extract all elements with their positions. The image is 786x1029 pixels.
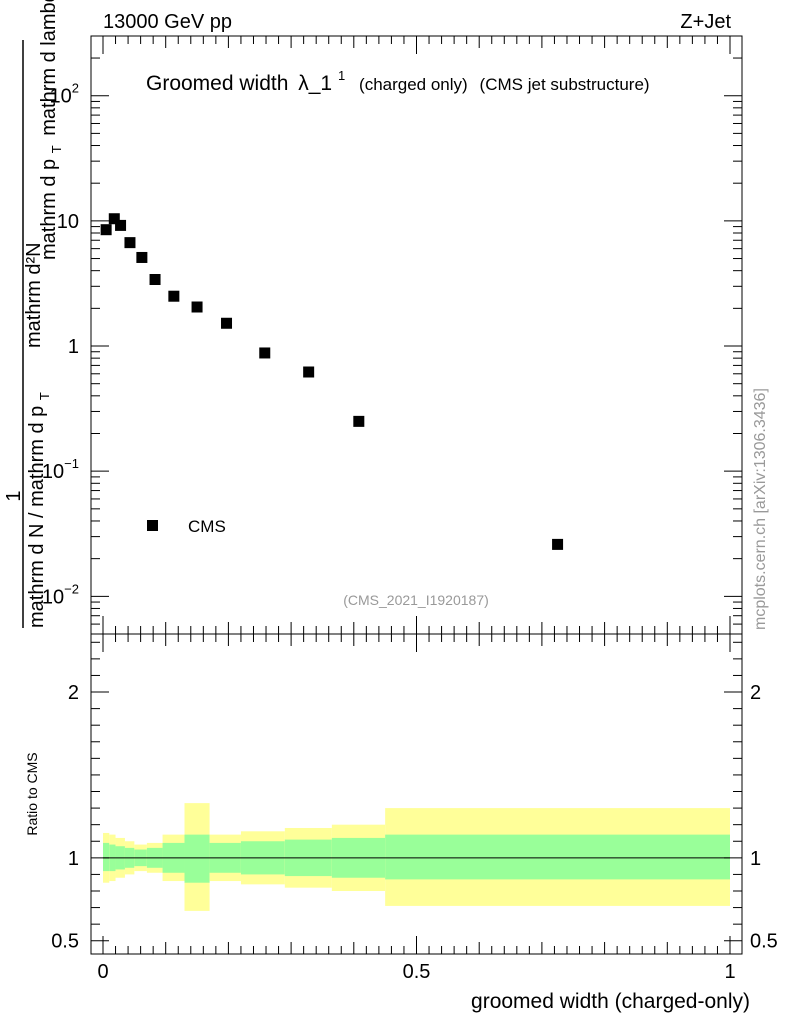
- ratio-x-ticks: 0 0.5 1: [97, 634, 736, 983]
- data-marker: [303, 366, 315, 378]
- ratio-y-tick-label-left: 0.5: [51, 931, 79, 953]
- x-axis-label: groomed width (charged-only): [471, 990, 750, 1013]
- x-tick-label: 0: [97, 961, 108, 983]
- main-y-label-num-text: mathrm d²N: [23, 242, 45, 348]
- ratio-y-ticks: 2 2 1 1 0.5 0.5: [51, 641, 778, 953]
- legend-marker: [147, 520, 158, 531]
- plot-title: Groomed width λ_1 1 (charged only) (CMS …: [146, 62, 650, 95]
- data-marker: [136, 251, 148, 263]
- data-marker: [259, 347, 271, 359]
- data-marker: [149, 274, 161, 286]
- ratio-y-tick-label-right: 2: [750, 682, 761, 704]
- main-y-tick-label: 102: [50, 81, 79, 108]
- main-data-markers: [100, 213, 564, 550]
- main-y-label-denominator: mathrm d N / mathrm d p T: [26, 392, 52, 628]
- plot-title-main: Groomed width: [146, 72, 288, 95]
- main-y-label-den-sub: T: [37, 392, 52, 400]
- ratio-band-inner: [385, 834, 730, 880]
- ratio-band-inner: [103, 842, 110, 872]
- x-tick-label: 0.5: [403, 961, 431, 983]
- data-marker: [221, 317, 233, 329]
- energy-label: 13000 GeV pp: [103, 11, 232, 33]
- main-y-tick-label: 1: [68, 336, 79, 358]
- plot-title-superscript: 1: [338, 68, 345, 83]
- ratio-y-tick-label-right: 0.5: [750, 931, 778, 953]
- ratio-y-tick-label-left: 2: [68, 682, 79, 704]
- main-y-label-num-right-text: mathrm d p: [38, 159, 60, 260]
- ratio-bands: [103, 803, 730, 911]
- legend-label: CMS: [188, 517, 226, 536]
- data-marker: [124, 237, 136, 249]
- main-y-tick-label: 10: [57, 211, 79, 233]
- main-y-ticks: 102 10 1 10−1 10−2: [42, 35, 742, 635]
- main-y-label-num-sub: T: [49, 145, 64, 153]
- data-marker: [353, 415, 365, 427]
- data-marker: [191, 301, 203, 313]
- process-label: Z+Jet: [680, 11, 731, 33]
- plot-title-suffix-1: (charged only): [359, 75, 468, 94]
- data-marker: [100, 224, 112, 236]
- ratio-y-tick-label-right: 1: [750, 848, 761, 870]
- side-label: mcplots.cern.ch [arXiv:1306.3436]: [752, 388, 769, 630]
- ratio-band-inner: [184, 834, 210, 883]
- plot-title-symbol: λ_1: [298, 72, 332, 95]
- ratio-y-label: Ratio to CMS: [24, 752, 40, 835]
- ratio-y-tick-label-left: 1: [68, 848, 79, 870]
- main-y-label-numerator-right: mathrm d p T mathrm d lambda: [38, 0, 66, 260]
- main-plot-frame: [90, 35, 743, 635]
- main-y-label-den-text: mathrm d N / mathrm d p: [26, 406, 48, 628]
- x-tick-label: 1: [724, 961, 735, 983]
- main-y-label: mathrm d²N mathrm d p T mathrm d lambda …: [3, 0, 66, 628]
- main-x-ticks: [102, 36, 731, 634]
- data-marker: [552, 538, 564, 550]
- main-y-label-num-tail: mathrm d lambda: [38, 0, 60, 136]
- analysis-watermark: (CMS_2021_I1920187): [343, 592, 489, 608]
- main-y-tick-label: 10−1: [42, 456, 79, 483]
- data-marker: [168, 290, 180, 302]
- main-y-label-one: 1: [3, 490, 25, 501]
- data-marker: [108, 213, 120, 225]
- main-y-label-numerator: mathrm d²N: [23, 242, 45, 348]
- plot-title-suffix-2: (CMS jet substructure): [480, 75, 650, 94]
- main-y-tick-label: 10−2: [42, 581, 79, 608]
- data-marker: [115, 219, 127, 231]
